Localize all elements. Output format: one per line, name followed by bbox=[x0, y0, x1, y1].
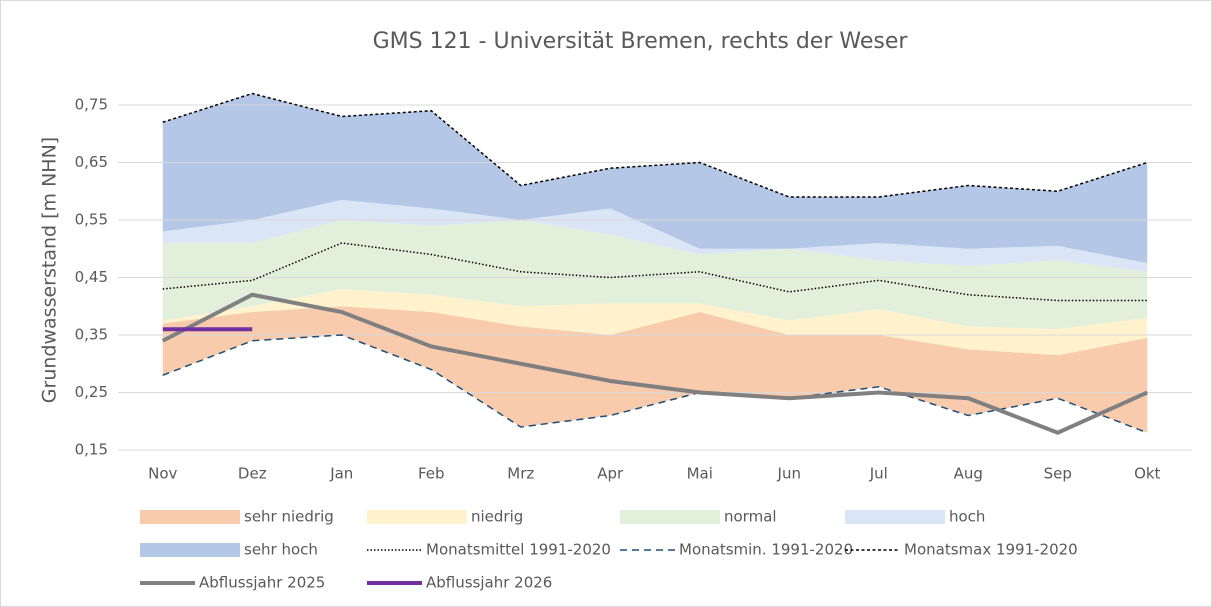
y-tick-label: 0,75 bbox=[75, 96, 108, 114]
y-tick-label: 0,45 bbox=[75, 268, 108, 286]
band-area bbox=[162, 220, 1148, 330]
y-tick-label: 0,15 bbox=[75, 441, 108, 459]
series-line bbox=[162, 92, 1148, 198]
legend-swatch bbox=[367, 510, 467, 524]
x-tick-label: Jun bbox=[777, 465, 801, 483]
band-area bbox=[162, 289, 1148, 356]
legend-swatch bbox=[845, 510, 945, 524]
x-tick-label: Okt bbox=[1134, 465, 1160, 483]
legend-label: hoch bbox=[949, 508, 985, 526]
legend-swatch bbox=[140, 510, 240, 524]
y-tick-label: 0,25 bbox=[75, 383, 108, 401]
legend-label: Abflussjahr 2026 bbox=[426, 574, 552, 592]
y-tick-label: 0,55 bbox=[75, 211, 108, 229]
legend-label: sehr niedrig bbox=[244, 508, 334, 526]
x-tick-label: Jul bbox=[869, 465, 888, 483]
legend-label: Monatsmittel 1991-2020 bbox=[426, 541, 611, 559]
legend-label: Monatsmin. 1991-2020 bbox=[679, 541, 853, 559]
legend-label: Monatsmax 1991-2020 bbox=[904, 541, 1078, 559]
y-axis-label: Grundwasserstand [m NHN] bbox=[39, 137, 61, 403]
x-tick-label: Jan bbox=[329, 465, 353, 483]
x-tick-label: Feb bbox=[418, 465, 445, 483]
legend-label: sehr hoch bbox=[244, 541, 318, 559]
legend-swatch bbox=[140, 543, 240, 557]
series-line bbox=[162, 334, 1148, 434]
band-area bbox=[162, 93, 1148, 264]
chart-title: GMS 121 - Universität Bremen, rechts der… bbox=[373, 29, 909, 54]
x-tick-label: Dez bbox=[238, 465, 267, 483]
x-tick-label: Mrz bbox=[507, 465, 534, 483]
x-tick-label: Apr bbox=[597, 465, 624, 483]
y-tick-label: 0,65 bbox=[75, 153, 108, 171]
x-tick-label: Aug bbox=[954, 465, 983, 483]
legend-label: Abflussjahr 2025 bbox=[199, 574, 325, 592]
x-tick-label: Nov bbox=[148, 465, 177, 483]
x-tick-label: Mai bbox=[687, 465, 713, 483]
x-tick-label: Sep bbox=[1044, 465, 1072, 483]
band-area bbox=[162, 199, 1148, 272]
series-line bbox=[161, 292, 1149, 435]
legend-swatch bbox=[620, 510, 720, 524]
legend-label: niedrig bbox=[471, 508, 523, 526]
legend-label: normal bbox=[724, 508, 777, 526]
y-tick-label: 0,35 bbox=[75, 326, 108, 344]
